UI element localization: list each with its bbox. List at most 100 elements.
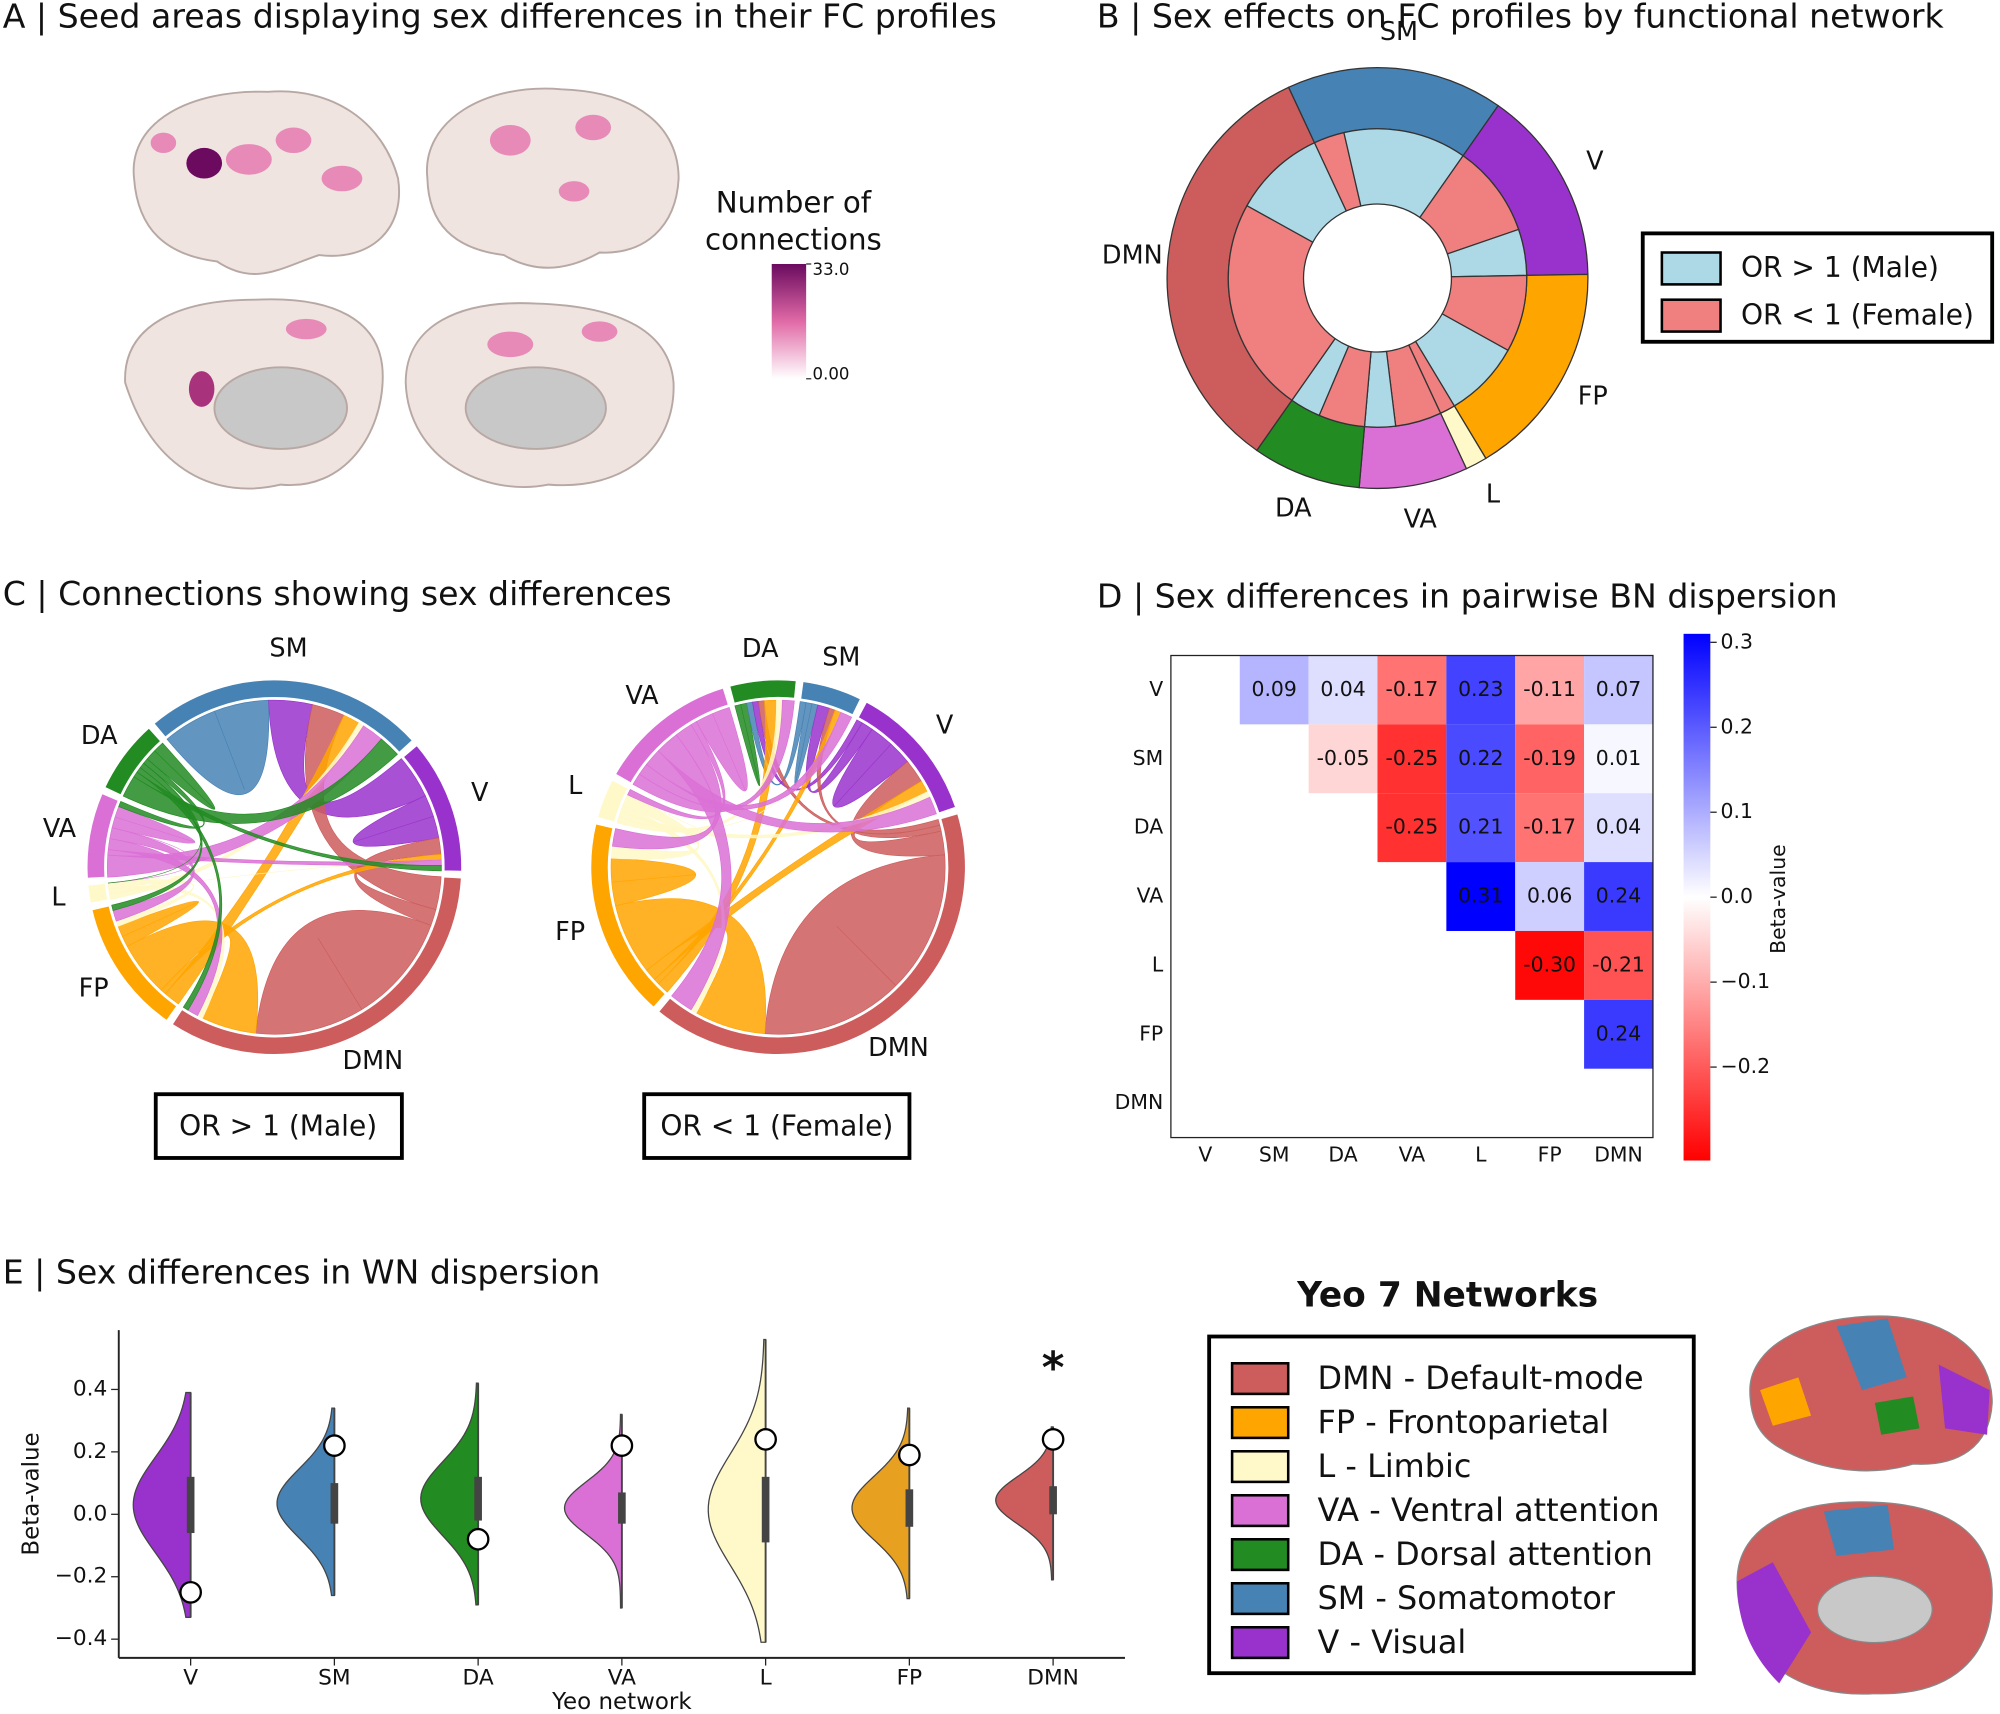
legend-box [1207, 1334, 1696, 1676]
ribbon [108, 885, 225, 1019]
network-label: V [1586, 146, 1604, 176]
network-label: SM [1380, 17, 1418, 47]
row-label: VA [1137, 884, 1164, 908]
row-label: DMN [1115, 1090, 1164, 1114]
col-label: FP [1538, 1142, 1562, 1166]
node-arc [857, 701, 957, 814]
cell-label: 0.04 [1596, 815, 1641, 839]
ribbon [146, 742, 215, 810]
legend-box [1640, 231, 1995, 344]
legend-label: DMN - Default-mode [1318, 1359, 1644, 1397]
node-arc [596, 779, 629, 823]
colorbar-tick-label: −0.1 [1721, 969, 1771, 993]
node-arc [657, 812, 967, 1056]
x-axis-label: Yeo network [551, 1689, 692, 1714]
heatmap-cell [1515, 724, 1585, 794]
heatmap-cell [1515, 930, 1585, 1000]
iqr-box [905, 1489, 914, 1527]
cell-label: 0.09 [1251, 677, 1296, 701]
panel-title: D | Sex differences in pairwise BN dispe… [1097, 577, 1838, 616]
iqr-box [761, 1476, 770, 1543]
yeo-brain-renderings [1736, 1315, 1993, 1695]
panel-title: A | Seed areas displaying sex difference… [3, 0, 997, 35]
cell-label: -0.05 [1317, 746, 1370, 770]
ribbon [764, 854, 946, 1035]
iqr-box [618, 1492, 626, 1524]
heatmap-cell [1515, 655, 1585, 725]
observed-point [179, 1580, 202, 1604]
iqr-box [1049, 1486, 1057, 1515]
legend-swatch [1230, 1406, 1290, 1440]
cell-label: 0.06 [1527, 884, 1572, 908]
iqr-box [474, 1476, 482, 1521]
legend-swatch [1230, 1450, 1290, 1484]
panel-title: B | Sex effects on FC profiles by functi… [1097, 0, 1945, 35]
legend-swatch [1660, 251, 1722, 286]
violin [132, 1391, 192, 1618]
network-label: DMN [1102, 241, 1163, 271]
subtitle-box [153, 1092, 404, 1160]
ribbon [850, 761, 946, 857]
cell-label: -0.11 [1523, 677, 1576, 701]
node-label: SM [269, 634, 307, 664]
ribbon [627, 721, 726, 820]
colorbar-tick-label: −0.2 [1721, 1054, 1771, 1078]
observed-point [754, 1428, 777, 1451]
ribbon [255, 910, 432, 1035]
cell-label: 0.21 [1458, 815, 1503, 839]
x-tick-label: DA [463, 1665, 494, 1690]
node-label: L [568, 771, 583, 801]
row-label: L [1152, 952, 1164, 976]
colorbar [771, 263, 807, 379]
heatmap-cell [1446, 724, 1516, 794]
y-tick-label: 0.0 [73, 1501, 107, 1526]
legend-swatch [1230, 1626, 1290, 1660]
node-label: DA [742, 634, 779, 664]
node-arc [614, 687, 730, 784]
col-label: L [1475, 1142, 1487, 1166]
legend-label: OR > 1 (Male) [1741, 251, 1939, 284]
ribbon [695, 707, 748, 792]
ribbon [354, 837, 442, 926]
observed-point [466, 1527, 490, 1551]
ribbon [610, 857, 697, 907]
legend-label: V - Visual [1318, 1623, 1467, 1661]
legend-title: Yeo 7 Networks [1296, 1275, 1598, 1315]
colorbar-label: connections [705, 223, 882, 257]
colorbar-tick-label: 0.1 [1721, 799, 1753, 823]
sex-sector [1227, 204, 1336, 402]
colorbar-tick-label: 0.2 [1721, 714, 1753, 738]
heatmap-cell [1584, 930, 1653, 1000]
ribbon [657, 734, 732, 1011]
network-label: DA [1275, 493, 1312, 523]
heatmap-cell [1377, 655, 1447, 725]
panel-title: C | Connections showing sex differences [3, 574, 672, 613]
heatmap-cell [1446, 793, 1516, 863]
node-label: V [471, 778, 489, 808]
colorbar-tick-label: 0.0 [1721, 884, 1753, 908]
heatmap-cell [1584, 862, 1653, 931]
legend-label: DA - Dorsal attention [1318, 1535, 1653, 1573]
heatmap-cell [1377, 793, 1447, 863]
node-arc [402, 744, 463, 873]
legend-swatch [1230, 1582, 1290, 1616]
ribbon [832, 728, 908, 808]
heatmap-cell [1515, 862, 1585, 931]
y-tick-label: 0.2 [73, 1439, 107, 1464]
cell-label: -0.25 [1386, 746, 1439, 770]
ribbon [107, 838, 223, 1017]
sex-sector [1246, 141, 1348, 244]
cell-label: 0.24 [1596, 1021, 1641, 1045]
row-label: V [1149, 677, 1163, 701]
node-arc [171, 876, 463, 1056]
legend-swatch [1230, 1362, 1290, 1396]
node-label: L [51, 883, 66, 913]
heatmap-cell [1446, 655, 1516, 725]
ribbon [752, 700, 863, 791]
observed-point [1041, 1428, 1065, 1451]
ribbon [620, 805, 725, 1014]
violin [851, 1407, 911, 1600]
y-axis-label: Beta-value [19, 1432, 45, 1555]
node-label: DMN [868, 1033, 929, 1063]
